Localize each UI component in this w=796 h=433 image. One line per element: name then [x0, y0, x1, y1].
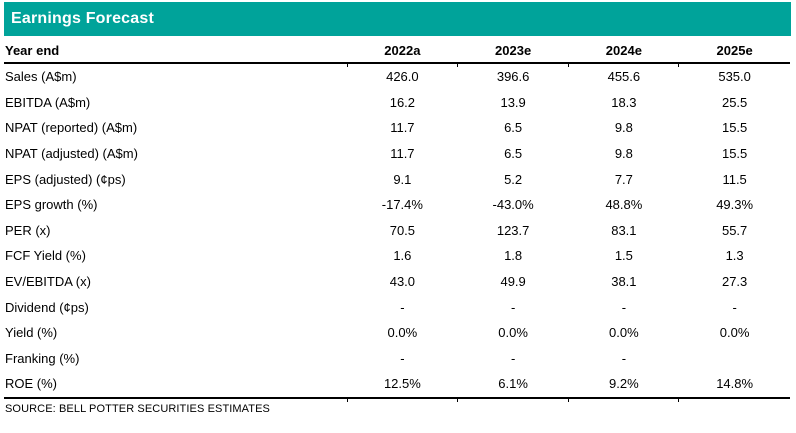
table-row-eps-adjusted: EPS (adjusted) (¢ps) 9.1 5.2 7.7 11.5: [4, 166, 790, 192]
cell-value: 11.5: [722, 171, 747, 187]
cell-value: -: [621, 299, 627, 315]
cell-value: 455.6: [607, 69, 641, 85]
title-bar: Earnings Forecast: [4, 2, 791, 36]
cell-value: 70.5: [389, 222, 416, 238]
cell-value: 13.9: [500, 94, 526, 110]
cell-value: 38.1: [611, 274, 637, 290]
cell-value: -: [400, 350, 405, 366]
row-label: EPS (adjusted) (¢ps): [5, 171, 126, 187]
column-tick: [347, 398, 348, 402]
column-tick: [568, 398, 569, 402]
cell-value: -: [510, 299, 516, 315]
row-label: NPAT (reported) (A$m): [5, 120, 138, 136]
table-row-franking: Franking (%) - - -: [4, 346, 790, 372]
row-label: EPS growth (%): [5, 197, 98, 213]
table-row-roe: ROE (%) 12.5% 6.1% 9.2% 14.8%: [4, 371, 790, 397]
header-rule: [4, 62, 790, 67]
cell-value: 48.8%: [605, 197, 643, 213]
cell-value: 396.6: [496, 69, 530, 85]
table-row-ev-ebitda: EV/EBITDA (x) 43.0 49.9 38.1 27.3: [4, 269, 790, 295]
cell-value: 9.8: [614, 120, 633, 136]
column-header-2025e: 2025e: [716, 42, 753, 58]
cell-value: 12.5%: [383, 376, 421, 392]
column-header-2024e: 2024e: [605, 42, 642, 58]
column-header-year-end: Year end: [5, 42, 60, 58]
column-tick: [457, 64, 458, 67]
cell-value: 5.2: [504, 171, 523, 187]
cell-value: 83.1: [611, 222, 637, 238]
cell-value: 49.3%: [716, 197, 754, 213]
cell-value: 1.3: [725, 248, 744, 264]
column-tick: [678, 64, 679, 67]
column-header-2023e: 2023e: [495, 42, 532, 58]
column-tick: [678, 398, 679, 402]
column-tick: [347, 64, 348, 67]
row-label: Dividend (¢ps): [5, 299, 89, 315]
cell-value: 27.3: [721, 274, 748, 290]
table-row-npat-adjusted: NPAT (adjusted) (A$m) 11.7 6.5 9.8 15.5: [4, 141, 790, 167]
cell-value: 123.7: [496, 222, 530, 238]
cell-value: 0.0%: [387, 325, 418, 341]
row-label: Yield (%): [5, 325, 58, 341]
cell-value: 6.5: [504, 120, 523, 136]
cell-value: 0.0%: [609, 325, 639, 341]
cell-value: -: [510, 350, 516, 366]
cell-value: 6.5: [504, 146, 523, 162]
cell-value: -: [621, 350, 627, 366]
table-row-dividend: Dividend (¢ps) - - - -: [4, 294, 790, 320]
cell-value: 7.7: [614, 171, 633, 187]
cell-value: 43.0: [389, 274, 416, 290]
table-row-ebitda: EBITDA (A$m) 16.2 13.9 18.3 25.5: [4, 90, 790, 116]
row-label: NPAT (adjusted) (A$m): [5, 146, 138, 162]
table-row-eps-growth: EPS growth (%) -17.4% -43.0% 48.8% 49.3%: [4, 192, 790, 218]
cell-value: 9.2%: [609, 376, 639, 392]
cell-value: 14.8%: [716, 376, 754, 392]
row-label: EV/EBITDA (x): [5, 274, 91, 290]
cell-value: 11.7: [390, 146, 415, 162]
table-row-npat-reported: NPAT (reported) (A$m) 11.7 6.5 9.8 15.5: [4, 115, 790, 141]
table-row-sales: Sales (A$m) 426.0 396.6 455.6 535.0: [4, 64, 790, 90]
cell-value: -: [400, 299, 405, 315]
column-header-2022a: 2022a: [384, 42, 421, 58]
cell-value: 25.5: [721, 94, 748, 110]
row-label: EBITDA (A$m): [5, 94, 91, 110]
row-label: Franking (%): [5, 350, 80, 366]
cell-value: 9.1: [393, 171, 412, 187]
table-row-fcf-yield: FCF Yield (%) 1.6 1.8 1.5 1.3: [4, 243, 790, 269]
cell-value: 18.3: [611, 94, 637, 110]
row-label: ROE (%): [5, 376, 57, 392]
column-tick: [457, 398, 458, 402]
table-row-per: PER (x) 70.5 123.7 83.1 55.7: [4, 218, 790, 244]
table-row-yield: Yield (%) 0.0% 0.0% 0.0% 0.0%: [4, 320, 790, 346]
table-header-row: Year end 2022a 2023e 2024e 2025e: [4, 38, 790, 62]
cell-value: -43.0%: [492, 197, 534, 213]
earnings-table: Year end 2022a 2023e 2024e 2025e Sales (…: [4, 38, 790, 415]
cell-value: 6.1%: [498, 376, 528, 392]
cell-value: 11.7: [390, 120, 415, 136]
row-label: Sales (A$m): [5, 69, 77, 85]
column-tick: [568, 64, 569, 67]
cell-value: -: [732, 299, 737, 315]
cell-value: 1.8: [504, 248, 523, 264]
cell-value: 9.8: [614, 146, 633, 162]
cell-value: 16.2: [389, 94, 416, 110]
source-note: SOURCE: BELL POTTER SECURITIES ESTIMATES: [5, 402, 270, 415]
row-label: PER (x): [5, 222, 51, 238]
cell-value: 535.0: [718, 69, 751, 85]
bottom-rule: [4, 396, 790, 402]
cell-value: 1.5: [614, 248, 633, 264]
row-label: FCF Yield (%): [5, 248, 86, 264]
cell-value: 49.9: [500, 274, 526, 290]
cell-value: 0.0%: [719, 325, 750, 341]
cell-value: 55.7: [721, 222, 748, 238]
cell-value: 0.0%: [498, 325, 528, 341]
page-title: Earnings Forecast: [11, 10, 155, 27]
cell-value: 1.6: [393, 248, 412, 264]
cell-value: -17.4%: [381, 197, 423, 213]
cell-value: 426.0: [386, 69, 419, 85]
cell-value: 15.5: [721, 146, 748, 162]
cell-value: 15.5: [721, 120, 748, 136]
